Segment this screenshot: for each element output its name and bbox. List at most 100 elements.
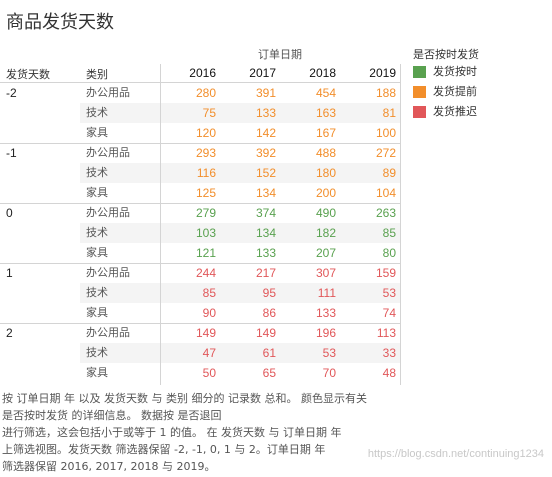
header-divider xyxy=(0,82,400,83)
table-cell[interactable]: 85 xyxy=(202,286,216,300)
column-header-year: 2019 xyxy=(369,66,396,80)
category-label: 家具 xyxy=(86,306,108,319)
table-cell[interactable]: 133 xyxy=(255,106,276,120)
table-cell[interactable]: 89 xyxy=(382,166,396,180)
caption-line: 是否按时发货 的详细信息。 数据按 是否退回 xyxy=(2,409,222,422)
table-cell[interactable]: 75 xyxy=(202,106,216,120)
table-cell[interactable]: 163 xyxy=(315,106,336,120)
caption-line: 上筛选视图。发货天数 筛选器保留 -2, -1, 0, 1 与 2。订单日期 年 xyxy=(2,443,326,456)
legend-label: 发货提前 xyxy=(433,85,477,98)
table-cell[interactable]: 86 xyxy=(262,306,276,320)
table-cell[interactable]: 196 xyxy=(315,326,336,340)
table-cell[interactable]: 159 xyxy=(375,266,396,280)
table-cell[interactable]: 61 xyxy=(262,346,276,360)
table-cell[interactable]: 200 xyxy=(315,186,336,200)
table-cell[interactable]: 167 xyxy=(315,126,336,140)
caption-line: 进行筛选，这会包括小于或等于 1 的值。 在 发货天数 与 订单日期 年 xyxy=(2,426,342,439)
table-cell[interactable]: 80 xyxy=(382,246,396,260)
table-cell[interactable]: 74 xyxy=(382,306,396,320)
table-cell[interactable]: 142 xyxy=(255,126,276,140)
table-cell[interactable]: 149 xyxy=(195,326,216,340)
table-cell[interactable]: 85 xyxy=(382,226,396,240)
table-cell[interactable]: 280 xyxy=(195,86,216,100)
table-cell[interactable]: 48 xyxy=(382,366,396,380)
watermark-text: https://blog.csdn.net/continuing1234 xyxy=(367,448,544,460)
category-label: 技术 xyxy=(86,166,108,179)
table-cell[interactable]: 125 xyxy=(195,186,216,200)
table-cell[interactable]: 293 xyxy=(195,146,216,160)
category-label: 技术 xyxy=(86,346,108,359)
column-header-year: 2016 xyxy=(189,66,216,80)
table-cell[interactable]: 272 xyxy=(375,146,396,160)
table-cell[interactable]: 95 xyxy=(262,286,276,300)
category-label: 技术 xyxy=(86,226,108,239)
chart-caption: 按 订单日期 年 以及 发货天数 与 类别 细分的 记录数 总和。 颜色显示有关… xyxy=(2,390,402,475)
table-cell[interactable]: 244 xyxy=(195,266,216,280)
row-group-delay-label: -1 xyxy=(6,146,17,160)
table-cell[interactable]: 111 xyxy=(317,286,336,300)
table-cell[interactable]: 50 xyxy=(202,366,216,380)
table-cell[interactable]: 263 xyxy=(375,206,396,220)
category-label: 技术 xyxy=(86,286,108,299)
column-header-year: 2017 xyxy=(249,66,276,80)
table-cell[interactable]: 120 xyxy=(195,126,216,140)
category-label: 办公用品 xyxy=(86,146,130,159)
table-cell[interactable]: 70 xyxy=(322,366,336,380)
table-cell[interactable]: 90 xyxy=(202,306,216,320)
row-group-delay-label: 0 xyxy=(6,206,13,220)
legend-label: 发货推迟 xyxy=(433,105,477,118)
table-cell[interactable]: 133 xyxy=(255,246,276,260)
table-right-border xyxy=(400,64,401,385)
category-label: 办公用品 xyxy=(86,206,130,219)
table-cell[interactable]: 113 xyxy=(376,326,396,340)
table-cell[interactable]: 392 xyxy=(255,146,276,160)
table-cell[interactable]: 133 xyxy=(315,306,336,320)
table-cell[interactable]: 33 xyxy=(382,346,396,360)
table-cell[interactable]: 454 xyxy=(315,86,336,100)
legend-swatch xyxy=(413,66,426,78)
table-cell[interactable]: 116 xyxy=(196,166,216,180)
table-cell[interactable]: 182 xyxy=(315,226,336,240)
group-separator xyxy=(0,143,400,144)
table-cell[interactable]: 180 xyxy=(315,166,336,180)
legend-label: 发货按时 xyxy=(433,65,477,78)
table-cell[interactable]: 100 xyxy=(375,126,396,140)
table-cell[interactable]: 207 xyxy=(315,246,336,260)
table-cell[interactable]: 81 xyxy=(382,106,396,120)
column-group-header: 订单日期 xyxy=(258,48,302,61)
category-label: 办公用品 xyxy=(86,326,130,339)
table-cell[interactable]: 53 xyxy=(322,346,336,360)
table-cell[interactable]: 121 xyxy=(195,246,216,260)
legend-title: 是否按时发货 xyxy=(413,48,479,61)
table-cell[interactable]: 307 xyxy=(315,266,336,280)
row-group-delay-label: -2 xyxy=(6,86,17,100)
table-cell[interactable]: 279 xyxy=(195,206,216,220)
group-separator xyxy=(0,203,400,204)
category-label: 办公用品 xyxy=(86,86,130,99)
table-cell[interactable]: 217 xyxy=(255,266,276,280)
row-header-divider xyxy=(160,64,161,385)
legend-swatch xyxy=(413,106,426,118)
table-cell[interactable]: 65 xyxy=(262,366,276,380)
table-cell[interactable]: 149 xyxy=(255,326,276,340)
table-cell[interactable]: 53 xyxy=(382,286,396,300)
row-header-delay: 发货天数 xyxy=(6,68,50,81)
table-cell[interactable]: 488 xyxy=(315,146,336,160)
table-cell[interactable]: 104 xyxy=(375,186,396,200)
table-cell[interactable]: 152 xyxy=(255,166,276,180)
table-cell[interactable]: 374 xyxy=(255,206,276,220)
table-cell[interactable]: 134 xyxy=(255,186,276,200)
row-group-delay-label: 2 xyxy=(6,326,13,340)
table-cell[interactable]: 391 xyxy=(255,86,276,100)
table-cell[interactable]: 103 xyxy=(195,226,216,240)
column-header-year: 2018 xyxy=(309,66,336,80)
table-cell[interactable]: 134 xyxy=(255,226,276,240)
category-label: 家具 xyxy=(86,186,108,199)
table-cell[interactable]: 490 xyxy=(315,206,336,220)
group-separator xyxy=(0,323,400,324)
table-cell[interactable]: 47 xyxy=(202,346,216,360)
legend-swatch xyxy=(413,86,426,98)
chart-title: 商品发货天数 xyxy=(6,12,114,33)
table-cell[interactable]: 188 xyxy=(375,86,396,100)
group-separator xyxy=(0,263,400,264)
